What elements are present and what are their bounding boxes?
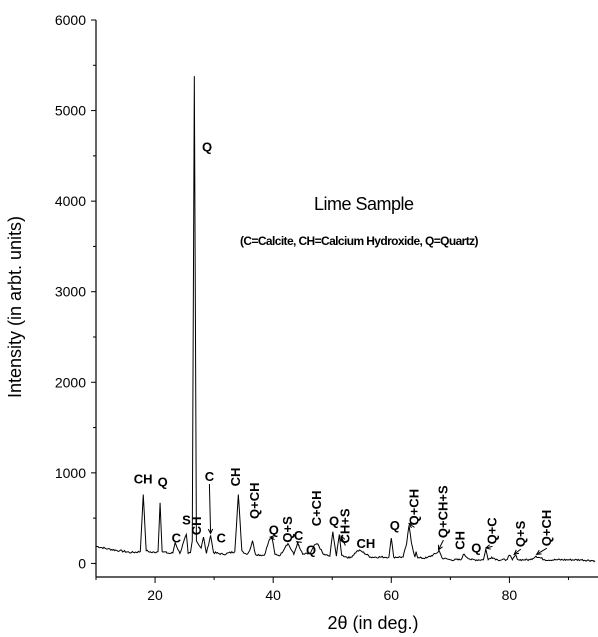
peak-label: CH: [228, 468, 243, 487]
peak-label: Q+S: [280, 516, 295, 543]
y-axis-ticks: 0 1000 2000 3000 4000 5000 6000: [55, 12, 96, 571]
peak-label: CH: [134, 472, 153, 487]
annotation-arrowhead: [207, 528, 214, 535]
peak-label: Q: [306, 542, 316, 557]
x-axis-ticks: 20 40 60 80: [95, 577, 569, 603]
annotation-arrow: [208, 483, 212, 534]
peak-label: C: [172, 531, 182, 546]
y-tick-label: 5000: [55, 103, 86, 119]
y-tick-label: 0: [78, 555, 86, 571]
peak-label: Q+S: [513, 520, 528, 547]
y-tick-label: 3000: [55, 284, 86, 300]
diffraction-pattern-line: [95, 76, 596, 563]
annotation-arrow: [438, 539, 444, 551]
annotation-arrowhead: [535, 549, 542, 556]
peak-label: Q: [329, 513, 339, 528]
x-tick-label: 60: [384, 587, 400, 603]
peak-label: CH: [357, 536, 376, 551]
peak-label: Q: [471, 541, 481, 556]
y-tick-label: 1000: [55, 465, 86, 481]
peak-label: Q+CH: [539, 510, 554, 546]
annotation-arrowhead: [340, 535, 346, 542]
peak-label: Q+CH+S: [435, 485, 450, 538]
peak-label: CH: [189, 517, 204, 536]
peak-label: C: [205, 469, 215, 484]
annotation-arrowhead: [484, 544, 491, 550]
peak-label: Q: [390, 518, 400, 533]
peak-label: Q: [269, 522, 279, 537]
peak-label: Q+CH: [247, 483, 262, 519]
peak-label: C+CH: [309, 491, 324, 527]
annotation-arrowhead: [295, 541, 302, 547]
peak-label: CH: [453, 531, 468, 550]
annotation-arrowhead: [513, 549, 520, 556]
peak-label: Q: [202, 139, 212, 154]
annotation-arrowhead: [437, 544, 443, 551]
x-tick-label: 20: [147, 587, 163, 603]
y-tick-label: 6000: [55, 12, 86, 28]
peak-label: C: [294, 528, 304, 543]
peak-label: C: [217, 531, 227, 546]
annotation-arrow: [340, 535, 346, 546]
y-tick-label: 2000: [55, 374, 86, 390]
peak-label: CH+S: [337, 508, 352, 543]
y-tick-label: 4000: [55, 193, 86, 209]
peak-label: Q+CH: [407, 489, 422, 525]
x-axis-title: 2θ (in deg.): [327, 613, 418, 633]
annotation-arrow: [513, 548, 522, 555]
x-tick-label: 80: [502, 587, 518, 603]
x-tick-label: 40: [265, 587, 281, 603]
annotation-arrow: [485, 545, 493, 549]
y-axis-title: Intensity (in arbt. units): [5, 216, 25, 398]
peak-label: Q+C: [484, 517, 499, 545]
annotation-arrowhead: [269, 534, 276, 541]
peak-label: Q: [158, 474, 168, 489]
chart-subtitle: (C=Calcite, CH=Calcium Hydroxide, Q=Quar…: [240, 234, 479, 248]
chart-title: Lime Sample: [314, 194, 414, 214]
annotation-arrow: [536, 547, 548, 555]
peak-label: S: [182, 513, 191, 528]
annotation-arrowhead: [408, 522, 414, 529]
